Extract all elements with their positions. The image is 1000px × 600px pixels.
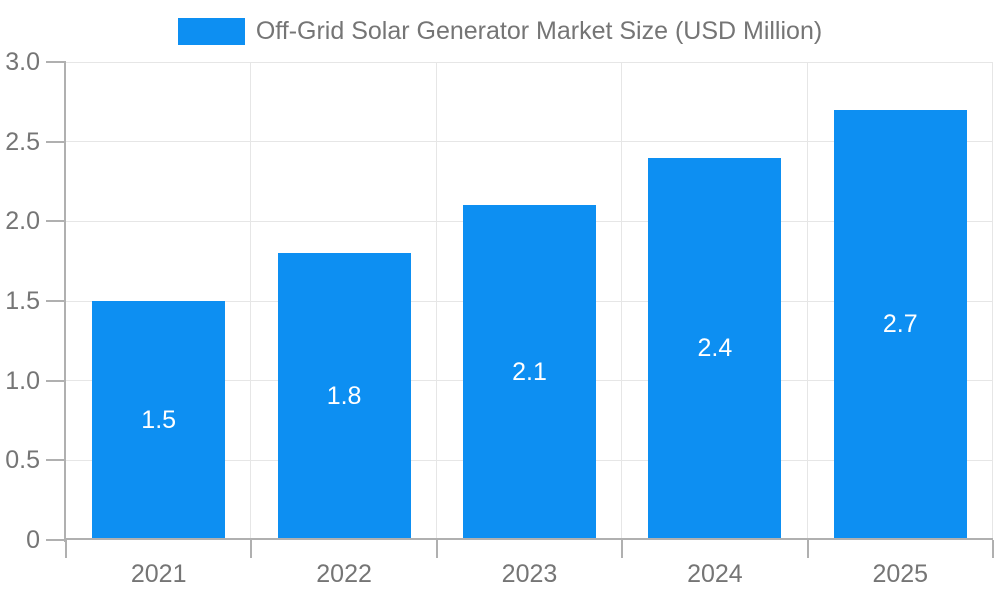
x-axis-label: 2023 (501, 560, 558, 588)
x-gridline (806, 62, 808, 540)
y-axis-tick (46, 459, 66, 462)
y-axis-tick (46, 379, 66, 382)
x-axis-label: 2021 (130, 560, 187, 588)
bar: 1.5 (92, 301, 226, 540)
y-gridline (66, 61, 993, 63)
bar: 2.4 (648, 157, 782, 540)
bar: 1.8 (277, 253, 411, 540)
bar: 2.1 (463, 205, 596, 540)
x-axis-tick (621, 540, 624, 558)
x-axis-tick (65, 540, 67, 558)
y-axis-tick (46, 539, 66, 541)
x-gridline (250, 62, 252, 540)
y-axis-tick (46, 300, 66, 302)
bar-value-label: 2.7 (882, 310, 918, 339)
legend-swatch (177, 17, 245, 45)
x-axis-tick (806, 540, 809, 558)
bar-value-label: 2.4 (697, 334, 733, 363)
x-gridline (992, 62, 993, 540)
bar-value-label: 1.8 (326, 382, 362, 411)
y-axis-label: 2.5 (5, 127, 40, 156)
y-axis-label: 2.0 (5, 207, 40, 236)
x-axis-label: 2024 (687, 560, 743, 588)
y-axis-tick (46, 140, 66, 143)
x-axis-tick (992, 540, 994, 558)
y-axis-tick (46, 220, 66, 223)
bar: 2.7 (833, 109, 967, 540)
y-axis-line (64, 62, 66, 542)
bar-value-label: 2.1 (512, 358, 547, 387)
y-axis-label: 1.0 (5, 366, 40, 395)
y-gridline (66, 141, 993, 143)
x-axis-label: 2022 (316, 560, 372, 588)
y-axis-label: 0.5 (5, 446, 40, 475)
x-axis-line (64, 538, 993, 540)
bar-value-label: 1.5 (141, 406, 177, 434)
x-axis-label: 2025 (872, 560, 929, 588)
y-axis-label: 1.5 (5, 287, 40, 315)
chart-title: Off-Grid Solar Generator Market Size (US… (255, 16, 823, 45)
legend: Off-Grid Solar Generator Market Size (US… (0, 16, 1000, 46)
x-axis-tick (435, 540, 438, 558)
y-axis-label: 0 (26, 526, 40, 554)
x-axis-tick (250, 540, 253, 558)
x-gridline (621, 62, 623, 540)
plot-area: 3.0 2.5 2.0 1.5 1.0 0.5 0 1.5 2021 1.8 2022 2.1 2023… (5, 48, 994, 588)
y-axis-label: 3.0 (5, 48, 40, 76)
y-axis-tick (46, 61, 66, 63)
x-gridline (435, 62, 437, 540)
